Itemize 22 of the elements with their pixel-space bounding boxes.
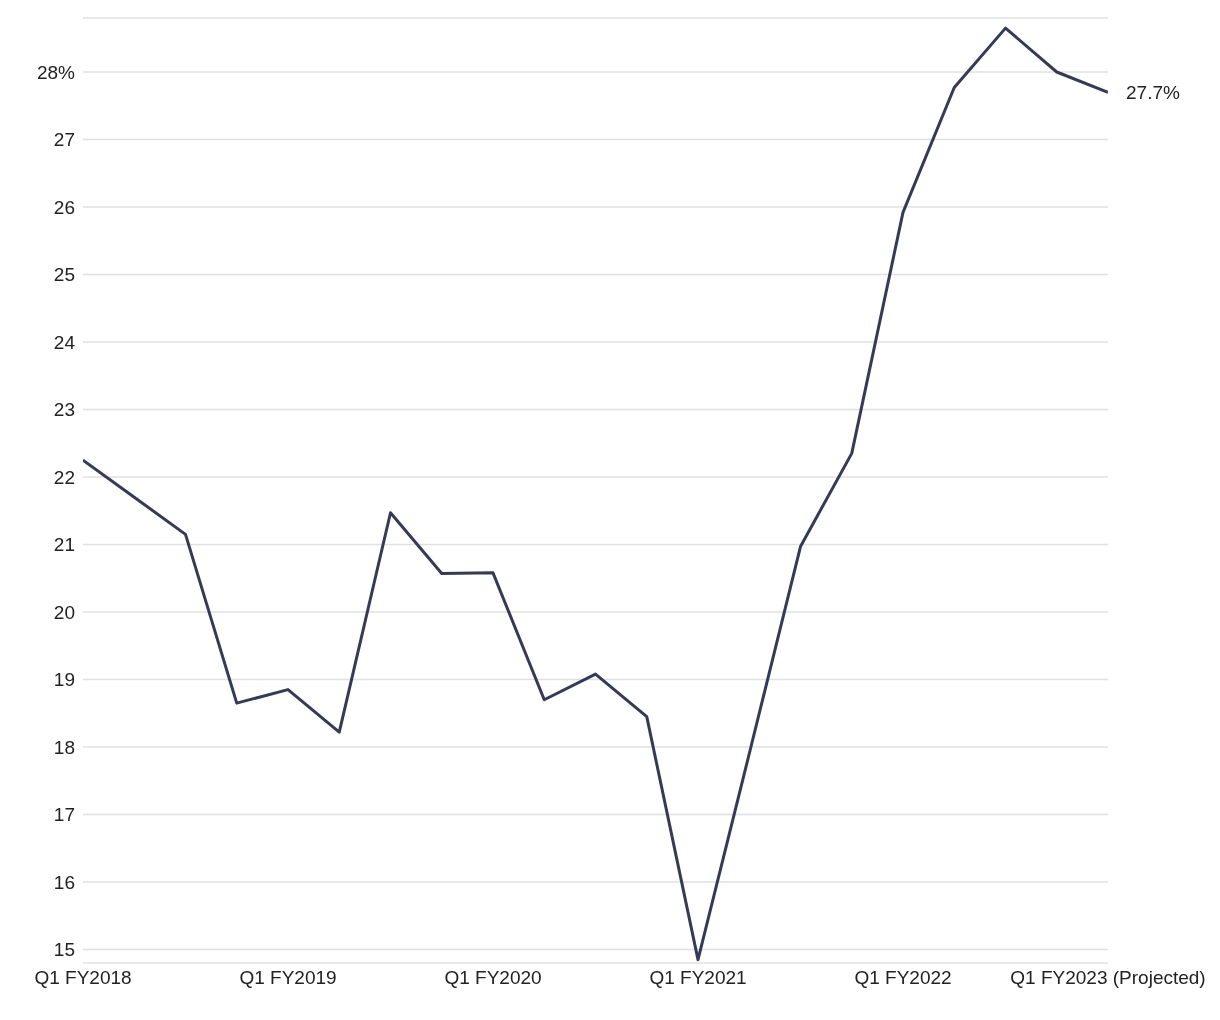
y-tick-label: 27	[53, 129, 75, 151]
y-tick-label: 15	[53, 939, 75, 961]
y-tick-label: 20	[53, 601, 75, 623]
y-tick-label: 21	[53, 534, 75, 556]
y-tick-label: 26	[53, 196, 75, 218]
x-tick-label: Q1 FY2023 (Projected)	[1010, 967, 1206, 989]
y-tick-label: 22	[53, 466, 75, 488]
x-tick-label: Q1 FY2018	[34, 967, 132, 989]
y-tick-label: 16	[53, 871, 75, 893]
x-tick-label: Q1 FY2020	[444, 967, 542, 989]
y-tick-label: 19	[53, 669, 75, 691]
x-tick-label: Q1 FY2019	[239, 967, 337, 989]
y-tick-label: 17	[53, 804, 75, 826]
annotation: 27.7%	[1126, 82, 1180, 103]
y-tick-label: 18	[53, 736, 75, 758]
x-tick-label: Q1 FY2022	[854, 967, 952, 989]
y-tick-label: 23	[53, 399, 75, 421]
y-tick-label: 28%	[36, 61, 76, 83]
y-tick-label: 24	[53, 331, 76, 353]
x-tick-label: Q1 FY2021	[649, 967, 747, 989]
y-tick-label: 25	[53, 264, 75, 286]
line-series	[83, 26, 1108, 962]
